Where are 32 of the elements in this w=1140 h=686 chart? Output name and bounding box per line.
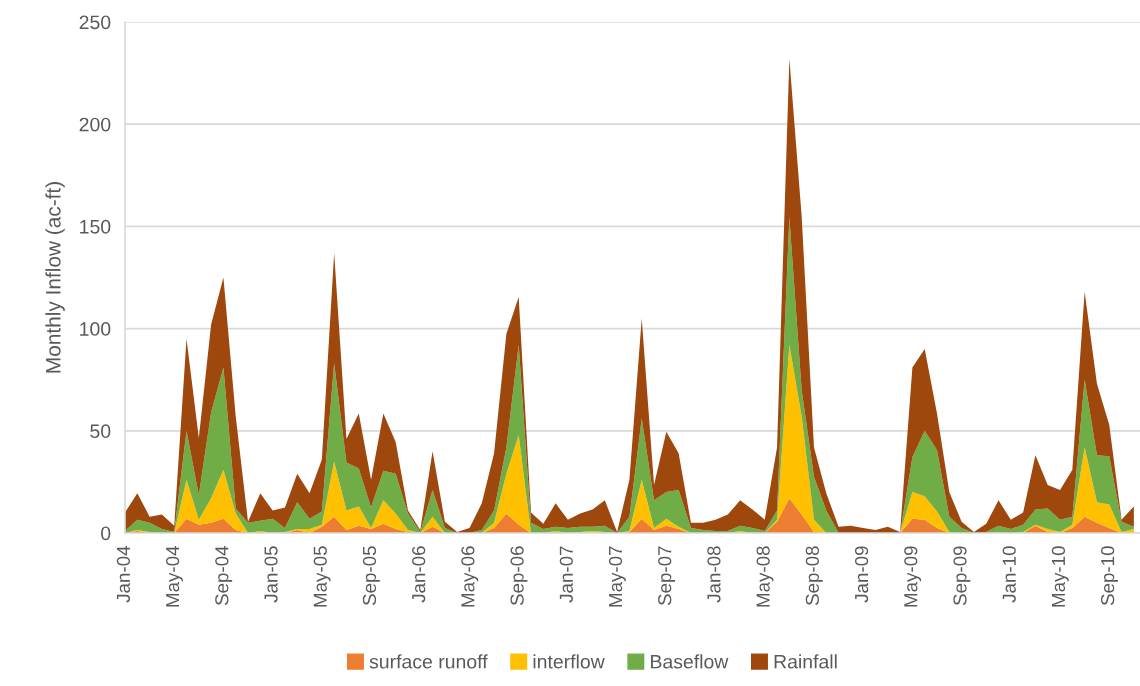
- x-tick-label: Jan-08: [707, 546, 721, 603]
- x-tick-label: Jan-05: [264, 546, 278, 603]
- x-tick-label: Jan-10: [1002, 546, 1016, 603]
- y-axis-title: Monthly Inflow (ac-ft): [45, 182, 65, 373]
- x-tick-label: May-10: [1051, 546, 1069, 607]
- x-tick-label: Sep-09: [953, 546, 971, 606]
- y-tick-label: 250: [79, 15, 111, 30]
- y-tick-label: 50: [90, 424, 111, 439]
- x-tick-label: Jan-09: [854, 546, 869, 603]
- y-tick-label: 200: [79, 117, 111, 132]
- x-tick-label: May-08: [756, 546, 774, 607]
- y-tick-label: 0: [101, 526, 111, 541]
- x-tick-label: May-04: [165, 546, 183, 607]
- x-tick-label: Sep-10: [1101, 546, 1118, 606]
- x-tick-label: May-07: [608, 546, 626, 607]
- x-tick-label: Sep-05: [362, 546, 380, 606]
- x-tick-label: Jan-06: [412, 546, 426, 603]
- x-tick-label: Sep-04: [215, 546, 233, 606]
- x-tick-label: May-09: [904, 546, 922, 607]
- x-tick-label: May-06: [461, 546, 479, 607]
- legend-label: Rainfall: [774, 654, 837, 669]
- x-tick-label: May-05: [313, 546, 331, 607]
- x-tick-label: Sep-06: [510, 546, 528, 606]
- legend-label: surface runoff: [369, 654, 488, 669]
- legend-label: interflow: [533, 654, 605, 669]
- y-tick-label: 100: [80, 322, 111, 336]
- x-tick-label: Sep-08: [805, 546, 823, 606]
- x-tick-label: Jan-07: [559, 546, 573, 603]
- y-tick-label: 150: [80, 219, 111, 234]
- x-tick-label: Jan-04: [116, 546, 131, 603]
- legend-label: Baseflow: [651, 654, 729, 669]
- x-tick-label: Sep-07: [658, 546, 676, 606]
